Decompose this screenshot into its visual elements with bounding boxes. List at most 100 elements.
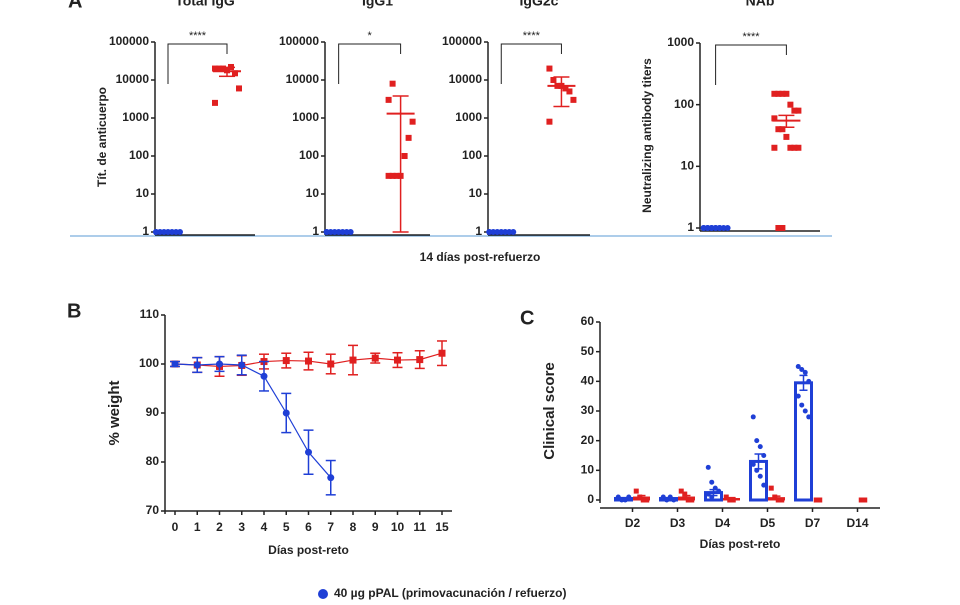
- data-point: [236, 85, 242, 92]
- data-point: [685, 497, 691, 503]
- data-point: [775, 225, 782, 231]
- data-point: [754, 467, 760, 473]
- data-point: [562, 85, 569, 92]
- data-point: [193, 361, 201, 369]
- data-point: [671, 497, 677, 503]
- data-point: [546, 118, 553, 125]
- series-line: [174, 363, 332, 479]
- significance-bracket: [167, 43, 228, 84]
- data-point: [787, 144, 794, 151]
- data-point: [393, 172, 400, 179]
- x-tick-label: 6: [305, 520, 312, 534]
- y-tick-label: 100: [139, 356, 159, 370]
- x-tick-label: D7: [805, 516, 821, 530]
- y-tick-label: 10: [136, 186, 150, 200]
- data-point: [783, 133, 790, 140]
- x-tick-label: 4: [261, 520, 268, 534]
- y-tick-label: 90: [146, 405, 160, 419]
- data-point: [709, 479, 715, 485]
- data-point: [716, 488, 722, 494]
- data-point: [761, 453, 767, 458]
- data-point: [385, 96, 392, 103]
- data-point: [779, 225, 786, 231]
- x-tick-label: 10: [391, 520, 405, 534]
- y-tick-label: 1000: [122, 110, 149, 124]
- x-tick-label: 5: [283, 520, 290, 534]
- y-axis-label: Clinical score: [541, 362, 558, 460]
- x-tick-label: D2: [625, 516, 641, 530]
- y-tick-label: 100000: [109, 34, 149, 48]
- data-point: [858, 497, 864, 503]
- data-point: [385, 172, 392, 179]
- data-point: [305, 448, 312, 456]
- data-point: [678, 488, 684, 494]
- y-tick-label: 10: [581, 463, 595, 477]
- data-point: [216, 360, 223, 368]
- y-tick-label: 40: [581, 374, 595, 388]
- data-point: [371, 354, 379, 362]
- y-tick-label: 1: [687, 220, 694, 234]
- y-tick-label: 100: [674, 97, 694, 111]
- x-tick-label: D5: [760, 516, 776, 530]
- data-point: [705, 491, 711, 497]
- data-point: [619, 497, 625, 503]
- data-point: [802, 369, 808, 375]
- data-point: [806, 378, 812, 384]
- data-point: [389, 172, 396, 179]
- panel-label: B: [67, 300, 81, 322]
- data-point: [787, 101, 794, 108]
- data-point: [327, 360, 335, 368]
- data-point: [644, 497, 650, 503]
- y-tick-label: 100000: [442, 34, 482, 48]
- data-point: [775, 497, 781, 503]
- data-point: [570, 96, 577, 103]
- data-point: [772, 494, 778, 500]
- y-tick-label: 100: [299, 148, 319, 162]
- panel-label: C: [520, 307, 534, 329]
- data-point: [771, 115, 778, 122]
- data-point: [750, 461, 756, 467]
- data-point: [305, 357, 312, 365]
- y-tick-label: 1000: [667, 35, 694, 49]
- data-point: [212, 99, 218, 106]
- data-point: [806, 414, 812, 420]
- data-point: [682, 491, 688, 497]
- y-tick-label: 1: [475, 224, 482, 238]
- y-tick-label: 1000: [292, 110, 319, 124]
- data-point: [712, 485, 718, 491]
- data-point: [795, 364, 801, 369]
- x-axis-label: 14 días post-refuerzo: [420, 250, 541, 264]
- y-tick-label: 100000: [279, 34, 319, 48]
- panel-label: A: [68, 0, 82, 12]
- chart-title: NAb: [746, 0, 775, 9]
- data-point: [637, 494, 643, 500]
- data-point: [260, 372, 268, 380]
- y-tick-label: 20: [581, 433, 595, 447]
- y-tick-label: 80: [146, 454, 160, 468]
- data-point: [660, 494, 666, 500]
- x-tick-label: 9: [372, 520, 379, 534]
- data-point: [405, 134, 412, 141]
- y-tick-label: 10000: [286, 72, 320, 86]
- significance-label: ****: [523, 30, 541, 42]
- data-point: [438, 349, 446, 357]
- data-point: [566, 88, 573, 95]
- data-point: [775, 90, 782, 97]
- data-point: [550, 77, 557, 83]
- data-point: [779, 497, 785, 503]
- y-tick-label: 70: [146, 503, 160, 517]
- data-point: [779, 126, 786, 133]
- data-point: [750, 414, 756, 420]
- y-tick-label: 110: [140, 307, 160, 321]
- y-tick-label: 10: [306, 186, 320, 200]
- x-tick-label: 3: [238, 520, 245, 534]
- y-tick-label: 100: [462, 148, 482, 162]
- data-point: [664, 497, 670, 503]
- significance-bracket: [715, 44, 787, 85]
- data-point: [791, 107, 798, 114]
- data-point: [813, 497, 819, 503]
- x-tick-label: D3: [670, 516, 686, 530]
- data-point: [171, 360, 179, 368]
- y-axis-label: Tít. de anticuerpo: [95, 87, 109, 187]
